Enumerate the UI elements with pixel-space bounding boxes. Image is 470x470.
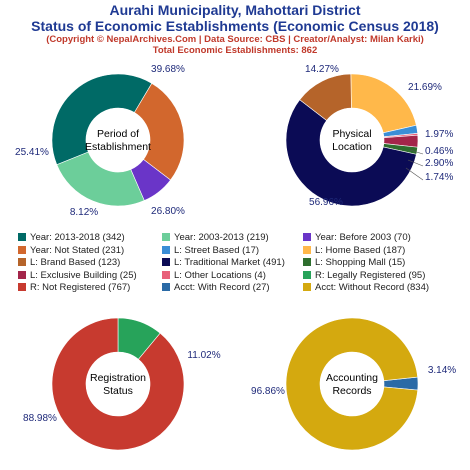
legend-swatch xyxy=(18,283,26,291)
center-label-3-1: Registration xyxy=(90,372,146,384)
legend-item: L: Exclusive Building (25) xyxy=(18,270,137,281)
pct-label-2-3: 0.46% xyxy=(425,146,453,157)
pct-label-4-2: 96.86% xyxy=(251,386,285,397)
legend-swatch xyxy=(303,258,311,266)
legend-swatch xyxy=(18,270,26,279)
donut-hole-2 xyxy=(320,108,384,172)
pct-label-1-4: 25.41% xyxy=(15,147,49,158)
pct-label-4-1: 3.14% xyxy=(428,365,456,376)
legend-item: Year: 2013-2018 (342) xyxy=(18,232,125,243)
legend-label: Year: Before 2003 (70) xyxy=(315,232,411,243)
center-label-1-1: Period of xyxy=(97,128,139,140)
legend-item: L: Other Locations (4) xyxy=(162,270,266,281)
legend-label: R: Not Registered (767) xyxy=(30,282,131,293)
chart-subtitle-line1: (Copyright © NepalArchives.Com | Data So… xyxy=(46,34,424,45)
pct-label-2-5: 1.74% xyxy=(425,172,453,183)
legend-label: Acct: With Record (27) xyxy=(174,282,270,293)
legend-label: L: Street Based (17) xyxy=(174,244,260,256)
center-label-4-2: Records xyxy=(332,385,371,397)
legend-swatch xyxy=(303,233,311,241)
legend-item: L: Street Based (17) xyxy=(162,245,259,256)
legend-item: Acct: Without Record (834) xyxy=(303,282,429,293)
legend-label: L: Other Locations (4) xyxy=(174,269,266,281)
chart-subtitle-line2: Total Economic Establishments: 862 xyxy=(152,45,318,56)
legend-swatch xyxy=(303,245,311,254)
legend-item: L: Traditional Market (491) xyxy=(162,257,285,268)
legend-label: Year: Not Stated (231) xyxy=(30,244,125,256)
pct-label-2-6: 56.96% xyxy=(309,197,343,208)
donut-hole-1 xyxy=(86,108,150,172)
legend-item: Year: Not Stated (231) xyxy=(18,245,124,256)
chart-title-line2: Status of Economic Establishments (Econo… xyxy=(31,18,439,34)
pct-label-1-2: 26.80% xyxy=(151,206,185,217)
legend-item: R: Legally Registered (95) xyxy=(303,270,425,281)
legend-item: Year: 2003-2013 (219) xyxy=(162,232,269,243)
legend-label: L: Home Based (187) xyxy=(315,244,406,256)
pct-label-2-2: 1.97% xyxy=(425,129,453,140)
legend-label: L: Shopping Mall (15) xyxy=(315,257,406,268)
leader-line-3 xyxy=(405,167,424,181)
legend-swatch xyxy=(162,258,170,266)
pct-label-3-2: 88.98% xyxy=(23,413,57,424)
donut-hole-4 xyxy=(320,352,384,416)
donut-hole-3 xyxy=(86,352,150,416)
pct-label-1-3: 8.12% xyxy=(70,207,98,218)
legend-swatch xyxy=(303,283,311,291)
legend-item: L: Brand Based (123) xyxy=(18,257,120,268)
legend-label: R: Legally Registered (95) xyxy=(315,269,426,281)
legend-item: L: Shopping Mall (15) xyxy=(303,257,405,268)
legend-item: Acct: With Record (27) xyxy=(162,282,270,293)
pct-label-3-1: 11.02% xyxy=(187,350,220,361)
center-label-2-1: Physical xyxy=(332,128,371,140)
legend-item: L: Home Based (187) xyxy=(303,245,405,256)
chart-title-line1: Aurahi Municipality, Mahottari District xyxy=(109,2,361,18)
leader-line-2 xyxy=(407,159,424,167)
legend-swatch xyxy=(18,258,26,266)
legend-label: L: Brand Based (123) xyxy=(30,257,121,268)
legend-swatch xyxy=(162,233,170,241)
chart-header: Aurahi Municipality, Mahottari District … xyxy=(0,0,470,56)
legend-swatch xyxy=(303,270,311,279)
legend-label: Acct: Without Record (834) xyxy=(315,282,430,293)
legend-label: Year: 2003-2013 (219) xyxy=(174,232,269,243)
pct-label-2-4: 2.90% xyxy=(425,158,453,169)
center-label-1-2: Establishment xyxy=(85,141,151,153)
pct-label-2-1: 21.69% xyxy=(408,82,442,93)
center-label-3-2: Status xyxy=(103,385,133,397)
center-label-2-2: Location xyxy=(332,141,372,153)
legend-item: R: Not Registered (767) xyxy=(18,282,130,293)
legend-label: Year: 2013-2018 (342) xyxy=(30,232,125,243)
legend-swatch xyxy=(18,245,26,254)
legend-item: Year: Before 2003 (70) xyxy=(303,232,411,243)
legend-swatch xyxy=(162,245,170,254)
center-label-4-1: Accounting xyxy=(326,372,378,384)
legend-label: L: Traditional Market (491) xyxy=(174,257,285,268)
leader-line-1 xyxy=(409,149,424,155)
legend-swatch xyxy=(162,283,170,291)
legend-label: L: Exclusive Building (25) xyxy=(30,269,137,281)
legend-swatch xyxy=(18,233,26,241)
legend-swatch xyxy=(162,270,170,279)
pct-label-1-1: 39.68% xyxy=(151,64,185,75)
pct-label-2-7: 14.27% xyxy=(305,64,339,75)
